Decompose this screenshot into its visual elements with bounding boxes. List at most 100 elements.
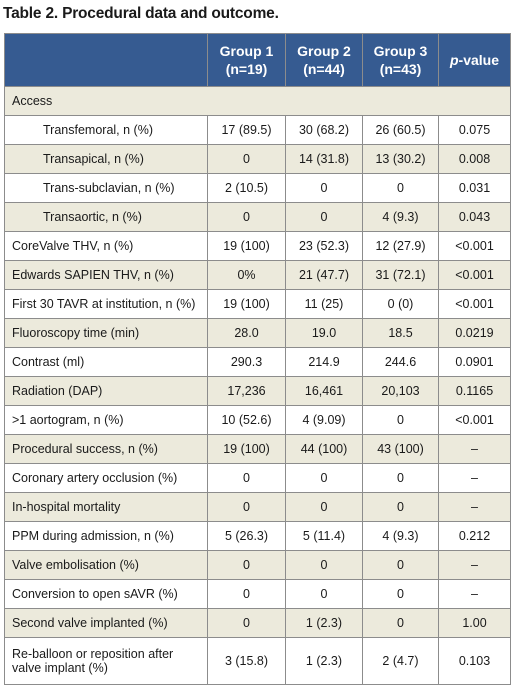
row-label: First 30 TAVR at institution, n (%) [4, 289, 208, 319]
table-row: >1 aortogram, n (%) 10 (52.6) 4 (9.09) 0 <0.… [4, 405, 511, 435]
cell-group2: 19.0 [285, 318, 363, 348]
group2-label: Group 2 [297, 43, 351, 59]
cell-pvalue: 1.00 [438, 608, 511, 638]
cell-group2: 11 (25) [285, 289, 363, 319]
cell-group3: 2 (4.7) [362, 637, 439, 685]
cell-pvalue: – [438, 492, 511, 522]
cell-group3: 0 [362, 173, 439, 203]
cell-group2: 23 (52.3) [285, 231, 363, 261]
cell-pvalue: 0.043 [438, 202, 511, 232]
cell-group1: 290.3 [207, 347, 286, 377]
pvalue-p: p [449, 52, 459, 68]
cell-group3: 26 (60.5) [362, 115, 439, 145]
cell-group2: 14 (31.8) [285, 144, 363, 174]
cell-pvalue: – [438, 463, 511, 493]
cell-group2: 44 (100) [285, 434, 363, 464]
cell-group3: 12 (27.9) [362, 231, 439, 261]
cell-group3: 0 [362, 492, 439, 522]
row-label: Transapical, n (%) [4, 144, 208, 174]
row-label: Coronary artery occlusion (%) [4, 463, 208, 493]
cell-pvalue: 0.0219 [438, 318, 511, 348]
cell-pvalue: <0.001 [438, 231, 511, 261]
cell-group2: 0 [285, 492, 363, 522]
row-label: Fluoroscopy time (min) [4, 318, 208, 348]
group1-label: Group 1 [219, 43, 274, 59]
table-row: Procedural success, n (%) 19 (100) 44 (100… [4, 434, 511, 464]
cell-group2: 0 [285, 463, 363, 493]
cell-group2: 0 [285, 579, 363, 609]
row-label: Conversion to open sAVR (%) [4, 579, 208, 609]
cell-group3: 13 (30.2) [362, 144, 439, 174]
row-label: Re-balloon or reposition after valve imp… [4, 637, 208, 685]
cell-group3: 0 [362, 550, 439, 580]
cell-group3: 0 [362, 405, 439, 435]
table-row: PPM during admission, n (%) 5 (26.3) 5 (11… [4, 521, 511, 551]
cell-group2: 16,461 [285, 376, 363, 406]
row-label: Trans-subclavian, n (%) [4, 173, 208, 203]
cell-pvalue: 0.031 [438, 173, 511, 203]
cell-group3: 0 [362, 608, 439, 638]
cell-group3: 244.6 [362, 347, 439, 377]
cell-group1: 19 (100) [207, 289, 286, 319]
row-label: Second valve implanted (%) [4, 608, 208, 638]
table-row: Conversion to open sAVR (%) 0 0 0– [4, 579, 511, 609]
cell-pvalue: 0.008 [438, 144, 511, 174]
table-row: Transapical, n (%) 0 14 (31.8) 13 (30.2) 0.0… [4, 144, 511, 174]
cell-group3: 20,103 [362, 376, 439, 406]
table-row: Re-balloon or reposition after valve imp… [4, 637, 511, 685]
table-row: In-hospital mortality 0 0 0– [4, 492, 511, 522]
cell-group3: 0 (0) [362, 289, 439, 319]
group2-n-label: (n=44) [303, 61, 345, 77]
cell-group2: 21 (47.7) [285, 260, 363, 290]
cell-pvalue: 0.212 [438, 521, 511, 551]
cell-group2: 1 (2.3) [285, 637, 363, 685]
cell-group1: 19 (100) [207, 434, 286, 464]
header-group1: Group 1 (n=19) [207, 33, 286, 87]
row-label: Edwards SAPIEN THV, n (%) [4, 260, 208, 290]
cell-group1: 0% [207, 260, 286, 290]
cell-pvalue: – [438, 579, 511, 609]
table-row: Fluoroscopy time (min) 28.0 19.0 18.5 0.0219 [4, 318, 511, 348]
cell-group3: 0 [362, 579, 439, 609]
table-row: Transfemoral, n (%) 17 (89.5) 30 (68.2) 26 … [4, 115, 511, 145]
table-row: Contrast (ml) 290.3 214.9 244.6 0.0901 [4, 347, 511, 377]
cell-group3: 43 (100) [362, 434, 439, 464]
row-label: In-hospital mortality [4, 492, 208, 522]
cell-group2: 30 (68.2) [285, 115, 363, 145]
cell-group1: 17 (89.5) [207, 115, 286, 145]
row-label: Radiation (DAP) [4, 376, 208, 406]
cell-group1: 17,236 [207, 376, 286, 406]
header-pvalue: p-value [438, 33, 511, 87]
cell-pvalue: 0.0901 [438, 347, 511, 377]
table-row: CoreValve THV, n (%) 19 (100) 23 (52.3) 12 … [4, 231, 511, 261]
table-row: Second valve implanted (%) 0 1 (2.3) 0 1.00 [4, 608, 511, 638]
cell-group2: 214.9 [285, 347, 363, 377]
section-label-access: Access [4, 86, 511, 116]
pvalue-suffix: -value [458, 52, 500, 68]
cell-group2: 0 [285, 202, 363, 232]
table-title: Table 2. Procedural data and outcome. [3, 5, 279, 22]
cell-group1: 0 [207, 492, 286, 522]
cell-group3: 4 (9.3) [362, 521, 439, 551]
table-row: Valve embolisation (%) 0 0 0– [4, 550, 511, 580]
row-label: Transfemoral, n (%) [4, 115, 208, 145]
cell-group1: 0 [207, 550, 286, 580]
section-row-access: Access [4, 86, 511, 116]
group1-n-label: (n=19) [225, 61, 268, 77]
cell-pvalue: <0.001 [438, 289, 511, 319]
cell-pvalue: 0.075 [438, 115, 511, 145]
table-row: Transaortic, n (%) 0 0 4 (9.3) 0.043 [4, 202, 511, 232]
cell-group2: 0 [285, 173, 363, 203]
table-row: First 30 TAVR at institution, n (%) 19 (1… [4, 289, 511, 319]
cell-group2: 4 (9.09) [285, 405, 363, 435]
cell-group1: 0 [207, 579, 286, 609]
table-row: Radiation (DAP) 17,236 16,461 20,103 0.1165 [4, 376, 511, 406]
cell-pvalue: <0.001 [438, 405, 511, 435]
header-group2: Group 2 (n=44) [285, 33, 363, 87]
cell-pvalue: 0.1165 [438, 376, 511, 406]
cell-group1: 5 (26.3) [207, 521, 286, 551]
cell-group1: 0 [207, 202, 286, 232]
cell-group1: 2 (10.5) [207, 173, 286, 203]
row-label: Valve embolisation (%) [4, 550, 208, 580]
cell-group3: 31 (72.1) [362, 260, 439, 290]
